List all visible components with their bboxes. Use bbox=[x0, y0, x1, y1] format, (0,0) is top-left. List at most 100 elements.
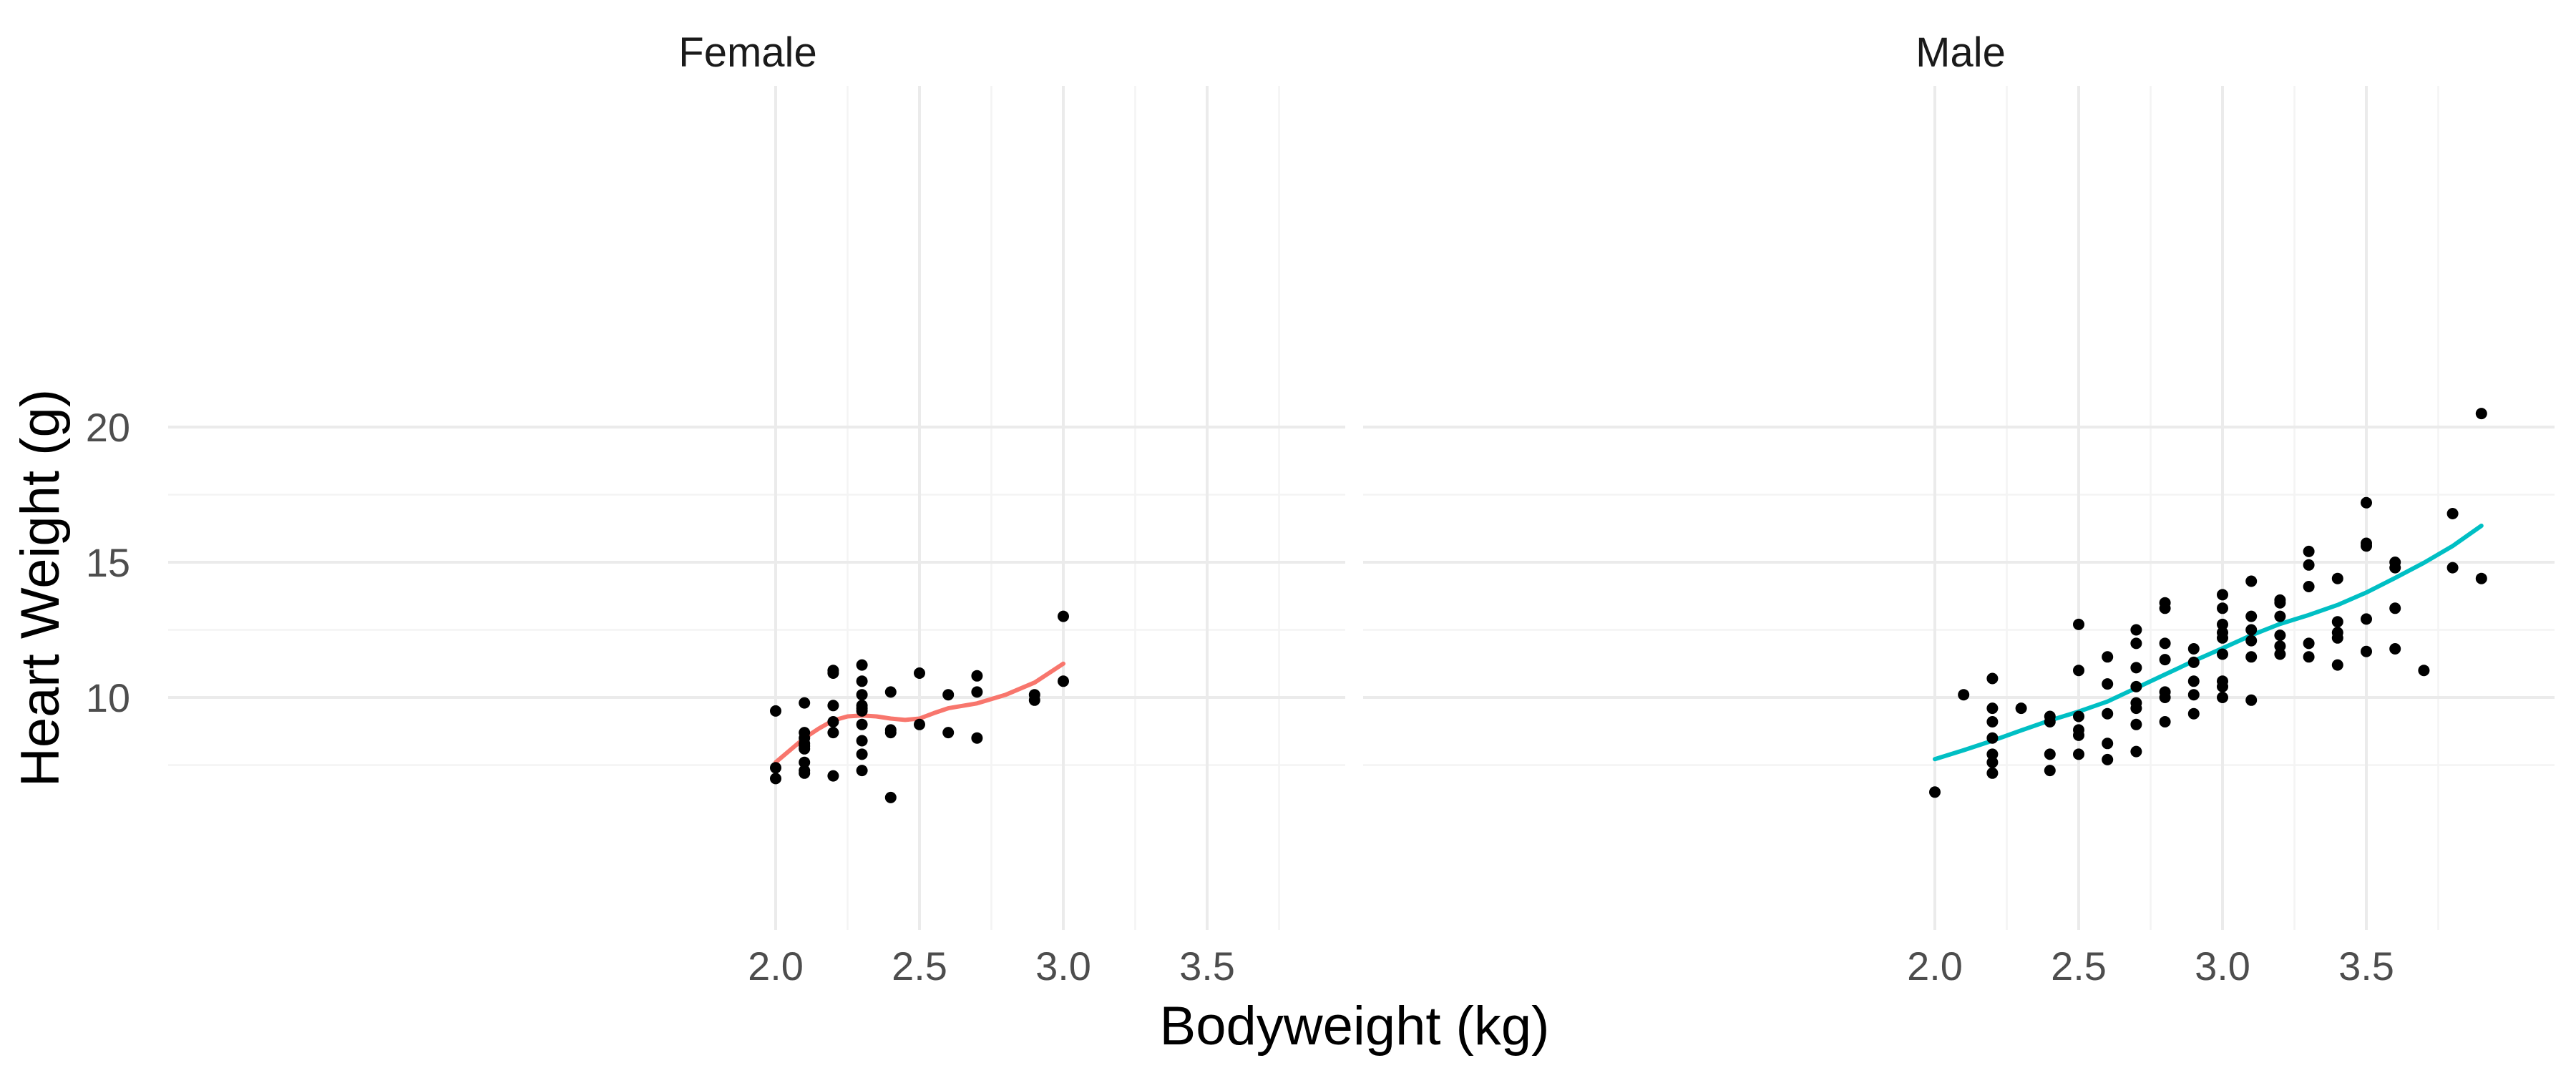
data-point-female bbox=[856, 748, 868, 760]
data-point-male bbox=[2187, 689, 2200, 701]
data-point-female bbox=[914, 667, 925, 679]
data-point-male bbox=[2130, 680, 2142, 692]
data-point-male bbox=[2446, 508, 2459, 519]
data-point-male bbox=[2303, 545, 2315, 557]
x-tick-label: 2.5 bbox=[2051, 944, 2107, 989]
data-point-male bbox=[2073, 665, 2084, 677]
data-point-male bbox=[2245, 610, 2258, 622]
y-axis-title: Heart Weight (g) bbox=[10, 389, 71, 787]
data-point-female bbox=[884, 791, 897, 803]
data-point-female bbox=[770, 773, 781, 785]
data-point-female bbox=[856, 765, 868, 777]
data-point-male bbox=[2130, 624, 2142, 636]
data-point-female bbox=[770, 705, 781, 717]
data-point-male bbox=[2187, 707, 2200, 720]
data-point-male bbox=[2303, 559, 2315, 571]
data-point-male bbox=[2073, 748, 2084, 760]
data-point-male bbox=[2130, 745, 2142, 758]
data-point-male bbox=[2130, 662, 2142, 674]
data-point-male bbox=[1986, 756, 1999, 768]
data-point-male bbox=[2245, 624, 2258, 636]
data-point-male bbox=[2217, 692, 2228, 703]
data-point-male bbox=[2102, 651, 2114, 663]
data-point-male bbox=[2073, 618, 2084, 630]
data-point-male bbox=[2217, 675, 2228, 687]
data-point-female bbox=[1028, 689, 1040, 701]
data-point-female bbox=[827, 716, 839, 727]
data-point-male bbox=[2361, 537, 2372, 549]
y-tick-label: 20 bbox=[86, 405, 130, 450]
data-point-male bbox=[2073, 724, 2084, 736]
panel-male: Male 2.0 2.5 3.0 3.5 bbox=[1363, 29, 2555, 989]
data-point-male bbox=[2102, 753, 2114, 765]
data-point-female bbox=[856, 700, 868, 712]
data-point-male bbox=[2130, 718, 2142, 730]
x-tick-label: 3.0 bbox=[2195, 944, 2250, 989]
data-point-male bbox=[2418, 665, 2430, 677]
data-point-male bbox=[2217, 602, 2228, 614]
data-point-female bbox=[827, 700, 839, 712]
data-point-male bbox=[2130, 637, 2142, 650]
data-point-male bbox=[2217, 627, 2228, 639]
data-point-female bbox=[856, 675, 868, 687]
data-point-male bbox=[2130, 697, 2142, 709]
data-point-male bbox=[2274, 594, 2286, 606]
data-point-female bbox=[799, 697, 811, 709]
data-point-male bbox=[2102, 738, 2114, 750]
data-point-male bbox=[2274, 640, 2286, 652]
data-point-female bbox=[914, 718, 925, 730]
facet-label-male: Male bbox=[1916, 29, 2006, 76]
data-point-male bbox=[2187, 656, 2200, 668]
data-point-female bbox=[856, 689, 868, 701]
data-point-male bbox=[1929, 786, 1941, 798]
data-point-male bbox=[2187, 643, 2200, 655]
data-point-male bbox=[2331, 616, 2343, 628]
data-point-male bbox=[2303, 651, 2315, 663]
data-point-female bbox=[799, 756, 811, 768]
data-point-male bbox=[2389, 602, 2401, 614]
data-point-male bbox=[1986, 748, 1999, 760]
data-point-male bbox=[2446, 562, 2459, 574]
data-point-male bbox=[2187, 675, 2200, 687]
data-point-male bbox=[2245, 651, 2258, 663]
data-point-male bbox=[2217, 618, 2228, 630]
x-tick-label: 3.0 bbox=[1035, 944, 1091, 989]
data-point-male bbox=[2331, 572, 2343, 584]
data-point-male bbox=[2044, 765, 2056, 777]
data-point-male bbox=[2073, 710, 2084, 722]
data-point-male bbox=[1986, 732, 1999, 744]
data-point-female bbox=[856, 659, 868, 671]
x-tick-label: 2.0 bbox=[1907, 944, 1963, 989]
data-point-female bbox=[942, 689, 955, 701]
data-point-male bbox=[2331, 659, 2343, 671]
data-point-male bbox=[2159, 654, 2171, 666]
data-point-female bbox=[827, 770, 839, 782]
data-point-male bbox=[2159, 637, 2171, 650]
data-point-female bbox=[971, 670, 983, 682]
data-point-male bbox=[2303, 581, 2315, 592]
smooth-line-female bbox=[774, 661, 1065, 765]
data-point-male bbox=[1986, 702, 1999, 715]
y-tick-label: 15 bbox=[86, 540, 130, 585]
data-point-female bbox=[827, 727, 839, 739]
data-point-female bbox=[971, 732, 983, 744]
data-point-female bbox=[1058, 675, 1069, 687]
data-point-male bbox=[2361, 496, 2372, 509]
data-point-male bbox=[2015, 702, 2027, 715]
smooth-line-male bbox=[1933, 524, 2484, 762]
data-point-male bbox=[2044, 748, 2056, 760]
data-point-female bbox=[942, 727, 955, 739]
data-point-male bbox=[1986, 716, 1999, 727]
data-point-female bbox=[856, 735, 868, 747]
data-point-male bbox=[2475, 572, 2487, 584]
data-point-male bbox=[1958, 689, 1970, 701]
data-point-male bbox=[2102, 678, 2114, 690]
data-point-female bbox=[971, 686, 983, 698]
data-point-female bbox=[799, 765, 811, 777]
data-point-male bbox=[1986, 767, 1999, 779]
x-tick-label: 2.5 bbox=[892, 944, 947, 989]
y-tick-label: 10 bbox=[86, 675, 130, 720]
data-point-male bbox=[1986, 672, 1999, 685]
facet-label-female: Female bbox=[678, 29, 816, 76]
